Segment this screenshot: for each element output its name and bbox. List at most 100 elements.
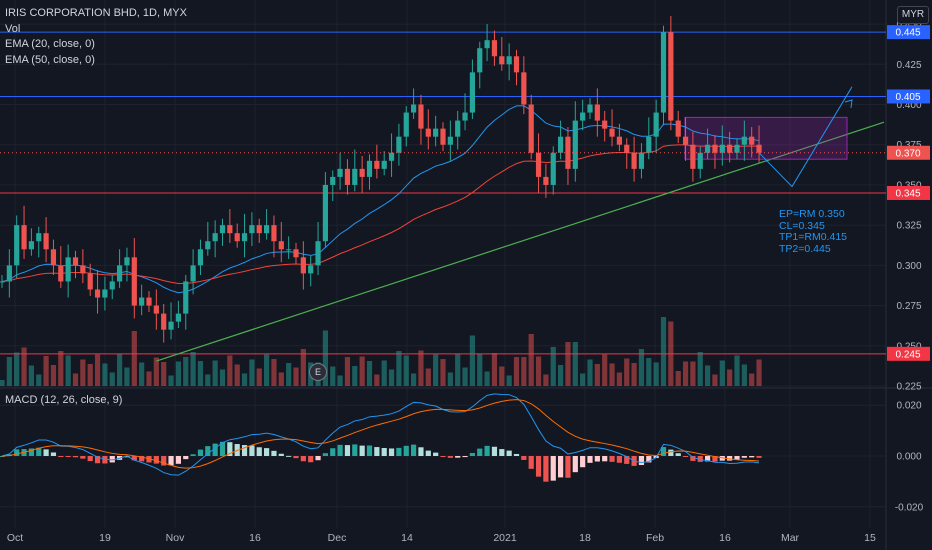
macd-bar: [0, 456, 5, 457]
candle: [484, 40, 490, 49]
time-tick-label: 19: [99, 532, 111, 544]
candle: [227, 225, 233, 234]
time-tick-label: 16: [719, 532, 731, 544]
candle: [756, 144, 762, 153]
candle: [322, 184, 328, 242]
macd-bar: [300, 456, 306, 462]
earnings-marker[interactable]: E: [309, 363, 327, 381]
indicator-ema50[interactable]: EMA (50, close, 0): [5, 53, 95, 66]
macd-bar: [558, 456, 564, 478]
candle: [697, 152, 703, 169]
volume-bar: [455, 354, 461, 386]
volume-bar: [675, 371, 681, 386]
volume-bar: [36, 374, 42, 386]
indicator-vol[interactable]: Vol: [5, 22, 21, 35]
volume-bar: [322, 330, 328, 386]
macd-bar: [660, 447, 667, 456]
macd-bar: [602, 456, 608, 462]
candle: [359, 168, 365, 177]
volume-bar: [727, 369, 733, 386]
volume-bar: [161, 362, 167, 386]
volume-bar: [28, 365, 34, 386]
volume-bar: [337, 375, 343, 386]
volume-bar: [433, 354, 439, 386]
candle: [425, 128, 431, 137]
trendline: [156, 121, 885, 362]
volume-bar: [381, 360, 387, 386]
volume-bar: [65, 355, 71, 386]
candle: [124, 257, 130, 266]
volume-bar: [131, 331, 137, 386]
candle: [43, 233, 49, 250]
candle: [131, 257, 137, 306]
candle: [344, 168, 351, 185]
level-label-0.445: 0.445: [895, 28, 920, 39]
ema20-line: [1, 105, 760, 294]
candle: [403, 112, 409, 137]
candle: [727, 144, 733, 153]
time-tick-label: 14: [401, 532, 413, 544]
macd-legend[interactable]: MACD (12, 26, close, 9): [5, 394, 123, 406]
price-tick-label: 0.300: [896, 261, 921, 272]
candle: [675, 120, 681, 137]
time-axis: Oct 19 Nov 16 Dec 14 2021 18 Feb 16 Mar 15: [7, 532, 876, 544]
volume-bar: [58, 351, 64, 386]
macd-bar: [668, 449, 674, 456]
candle: [653, 112, 659, 137]
volume-bar: [117, 354, 123, 386]
macd-bar: [330, 448, 336, 456]
macd-bar: [58, 456, 64, 457]
macd-bar: [447, 456, 453, 458]
macd-bar: [624, 456, 630, 464]
candle: [624, 144, 630, 153]
macd-bar: [153, 456, 159, 464]
candle: [315, 241, 321, 266]
macd-bar: [719, 456, 725, 461]
level-label-bg: [887, 89, 930, 104]
volume-bar: [690, 361, 696, 386]
macd-bar: [264, 448, 270, 456]
currency-button[interactable]: MYR: [897, 6, 929, 24]
candle: [580, 112, 586, 121]
candle: [469, 72, 475, 113]
candle: [506, 56, 512, 65]
volume-bar: [359, 356, 365, 386]
macd-bar: [183, 456, 189, 460]
macd-bar: [572, 456, 578, 473]
volume-bars: [0, 317, 762, 386]
macd-bar: [190, 454, 196, 456]
macd-tick-label: -0.020: [895, 502, 924, 513]
time-tick-label: Nov: [166, 532, 185, 544]
chart-legend: IRIS CORPORATION BHD, 1D, MYX Vol EMA (2…: [5, 6, 187, 68]
volume-bar: [146, 371, 152, 386]
volume-bar: [587, 359, 593, 386]
candle: [749, 136, 755, 145]
macd-bar: [499, 449, 505, 456]
volume-bar: [543, 374, 549, 386]
macd-bar: [734, 456, 740, 460]
candle: [550, 152, 556, 185]
volume-bar: [102, 363, 108, 386]
indicator-ema20[interactable]: EMA (20, close, 0): [5, 38, 95, 50]
macd-bar: [594, 456, 600, 462]
candles: [0, 16, 762, 343]
candle: [234, 233, 240, 242]
volume-bar: [72, 373, 79, 386]
candle: [440, 128, 446, 145]
candle: [455, 120, 461, 137]
macd-bar: [366, 445, 373, 456]
projection-path: [758, 86, 853, 188]
candle: [271, 225, 277, 242]
time-tick-label: 2021: [493, 532, 517, 544]
volume-bar: [344, 357, 351, 386]
candle: [161, 313, 167, 330]
volume-bar: [0, 380, 5, 386]
volume-bar: [425, 368, 431, 386]
macd-bar: [256, 447, 262, 456]
trade-note: EP=RM 0.350 CL=0.345 TP1=RM0.415 TP2=0.4…: [779, 208, 847, 255]
volume-bar: [94, 354, 101, 386]
candle: [241, 233, 248, 242]
candle: [433, 128, 439, 137]
time-tick-label: 15: [864, 532, 876, 544]
